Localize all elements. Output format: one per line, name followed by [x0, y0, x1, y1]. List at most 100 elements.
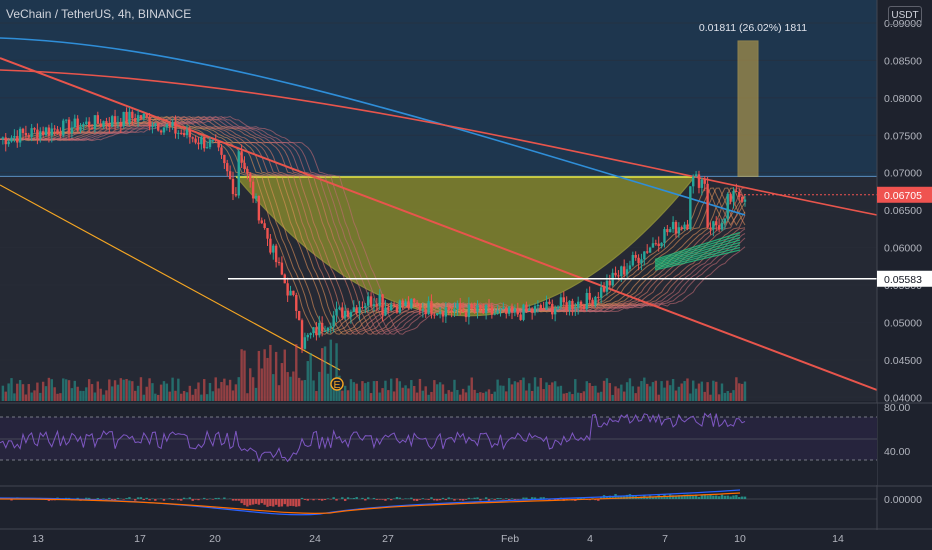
volume-bar [625, 382, 629, 401]
volume-bar [171, 377, 174, 401]
candle [381, 293, 384, 322]
candle [297, 310, 301, 321]
candle-body [145, 113, 148, 117]
candle-body [266, 228, 269, 239]
candle-body [548, 301, 551, 304]
candle-body [154, 123, 157, 127]
candle [243, 156, 246, 173]
candle [157, 122, 160, 132]
volume-bar [726, 391, 729, 401]
candle [73, 114, 76, 128]
candle-body [597, 296, 600, 298]
macd-hist-bar [510, 498, 514, 499]
volume-bar [154, 393, 157, 401]
macd-hist-bar [712, 495, 715, 499]
candle [740, 195, 744, 203]
macd-hist-bar [108, 497, 111, 499]
macd-hist-bar [205, 499, 209, 500]
volume-bar [165, 383, 169, 401]
volume-bar [191, 394, 194, 401]
candle-body [56, 129, 59, 134]
candle [21, 127, 25, 139]
candle-body [565, 302, 568, 311]
volume-bar [427, 394, 430, 401]
price-tick-label: 0.04000 [884, 392, 922, 404]
candle-body [666, 229, 669, 233]
candle [274, 243, 278, 268]
candle [338, 305, 341, 311]
candle-body [59, 133, 62, 136]
macd-hist-bar [286, 499, 289, 507]
macd-hist-bar [686, 494, 689, 499]
candle-body [430, 301, 433, 315]
candle-body [392, 304, 396, 306]
candle [505, 305, 508, 319]
volume-bar [372, 381, 376, 401]
volume-bar [677, 386, 681, 401]
candle [341, 302, 344, 320]
volume-bar [433, 380, 436, 401]
candle-body [79, 126, 82, 131]
volume-bar [168, 391, 171, 401]
candle [599, 281, 603, 304]
volume-bar [320, 348, 324, 401]
candle [464, 311, 468, 322]
candle [82, 122, 85, 131]
volume-bar [39, 392, 42, 401]
candle-body [24, 132, 28, 136]
candle-body [461, 309, 465, 312]
candle [214, 134, 217, 143]
macd-hist-bar [473, 497, 476, 499]
volume-bar [73, 380, 76, 401]
candle [387, 303, 390, 314]
last-price-label: 0.06705 [884, 190, 922, 202]
candle [343, 304, 347, 321]
volume-bar [499, 385, 502, 401]
candle-body [7, 141, 10, 145]
macd-hist-bar [197, 499, 200, 501]
candle [424, 306, 427, 318]
candle-body [306, 334, 309, 338]
candle [30, 123, 33, 142]
macd-hist-bar [395, 497, 399, 499]
candle-body [182, 133, 186, 136]
candle-body [467, 304, 471, 318]
volume-bar [444, 393, 448, 401]
volume-bar [654, 380, 658, 401]
candle-body [249, 173, 252, 182]
candle [502, 302, 505, 310]
macd-hist-bar [375, 499, 379, 500]
macd-hist-bar [249, 499, 252, 506]
candle [726, 192, 729, 222]
candle-body [602, 287, 606, 292]
candle [366, 292, 370, 312]
time-tick-label: 24 [309, 533, 321, 545]
candle-body [96, 115, 99, 124]
ma-300-line [0, 69, 878, 216]
candle [666, 225, 669, 236]
volume-bar [459, 394, 462, 401]
volume-bar [110, 386, 114, 401]
volume-bar [536, 386, 540, 401]
macd-hist-bar [217, 497, 220, 499]
candle [709, 222, 712, 235]
currency-button[interactable]: USDT [888, 6, 922, 25]
macd-hist-bar [738, 496, 741, 499]
candle [286, 277, 289, 303]
bull-ribbon-line [654, 231, 741, 261]
candle [335, 301, 338, 323]
candle [392, 301, 396, 308]
candle-body [571, 300, 574, 309]
candle [4, 133, 7, 152]
volume-bar [188, 385, 192, 401]
candle-body [389, 304, 393, 311]
candle-body [343, 310, 347, 318]
volume-bar [231, 390, 235, 401]
volume-bar [18, 380, 22, 401]
macd-hist-bar [162, 499, 166, 501]
candle [361, 301, 364, 310]
macd-hist-bar [366, 497, 370, 499]
volume-bar [438, 382, 442, 401]
